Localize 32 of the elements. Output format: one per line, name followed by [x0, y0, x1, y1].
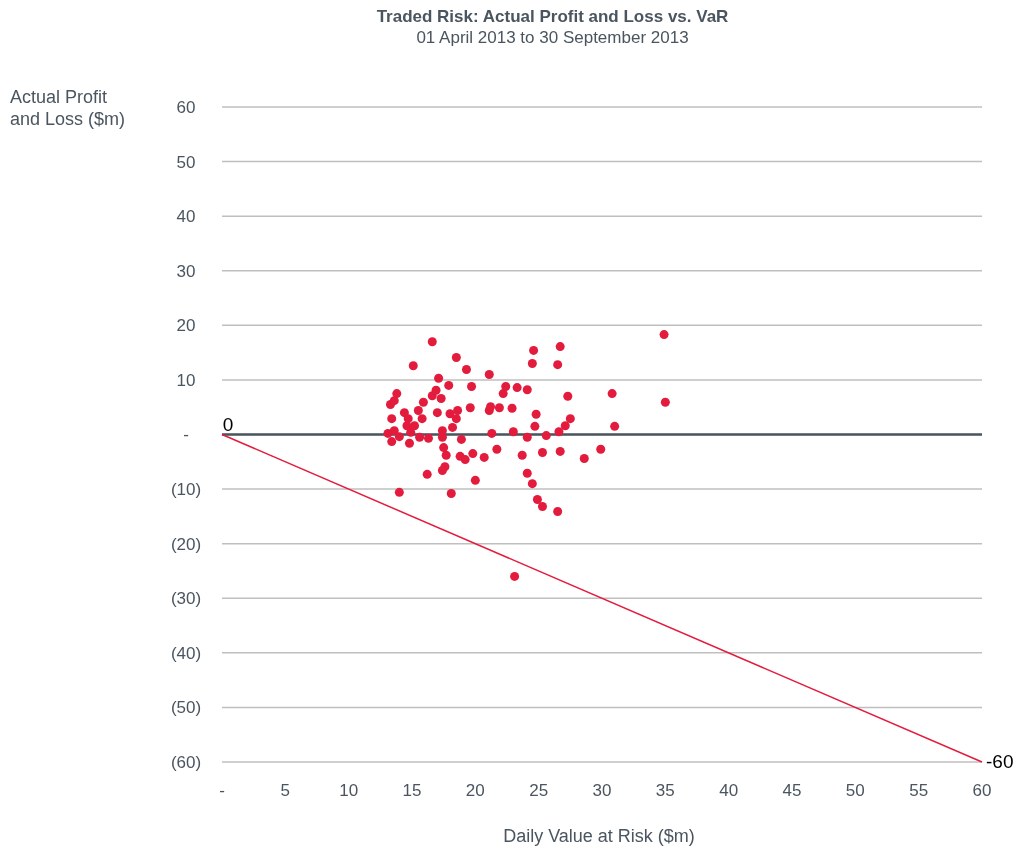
- annotation: 0: [222, 413, 234, 435]
- chart-title: Traded Risk: Actual Profit and Loss vs. VaR: [376, 7, 729, 26]
- y-tick-label: (20): [170, 534, 202, 554]
- x-tick-label: 30: [592, 781, 612, 800]
- y-tick-label: (10): [170, 480, 202, 500]
- x-tick-label: 60: [972, 781, 992, 800]
- x-tick-label: 20: [465, 781, 485, 800]
- x-tick-label: -: [219, 781, 225, 800]
- y-tick-label: -: [183, 425, 189, 445]
- x-tick-label: 10: [339, 781, 359, 800]
- x-tick-label: 40: [719, 781, 739, 800]
- x-tick-label: 25: [529, 781, 549, 800]
- y-tick-label: (60): [170, 752, 202, 772]
- y-axis-title: Actual Profit and Loss ($m): [10, 87, 126, 129]
- y-tick-label: 30: [176, 261, 196, 281]
- x-tick-label: 45: [782, 781, 802, 800]
- y-tick-label: 20: [176, 316, 196, 336]
- y-tick-label: 50: [176, 152, 196, 172]
- y-tick-label: 10: [176, 370, 196, 390]
- y-tick-label: (50): [170, 698, 202, 718]
- y-tick-label: (40): [170, 643, 202, 663]
- x-tick-label: 55: [909, 781, 929, 800]
- x-tick-label: 15: [402, 781, 422, 800]
- x-axis-title: Daily Value at Risk ($m): [503, 826, 695, 846]
- annotation: -60: [986, 751, 1014, 772]
- y-tick-label: (30): [170, 589, 202, 609]
- chart-subtitle: 01 April 2013 to 30 September 2013: [416, 28, 689, 47]
- y-tick-label: 40: [176, 207, 196, 227]
- x-tick-label: 35: [655, 781, 675, 800]
- y-tick-label: 60: [176, 97, 196, 117]
- x-tick-label: 50: [845, 781, 865, 800]
- x-tick-label: 5: [280, 781, 291, 800]
